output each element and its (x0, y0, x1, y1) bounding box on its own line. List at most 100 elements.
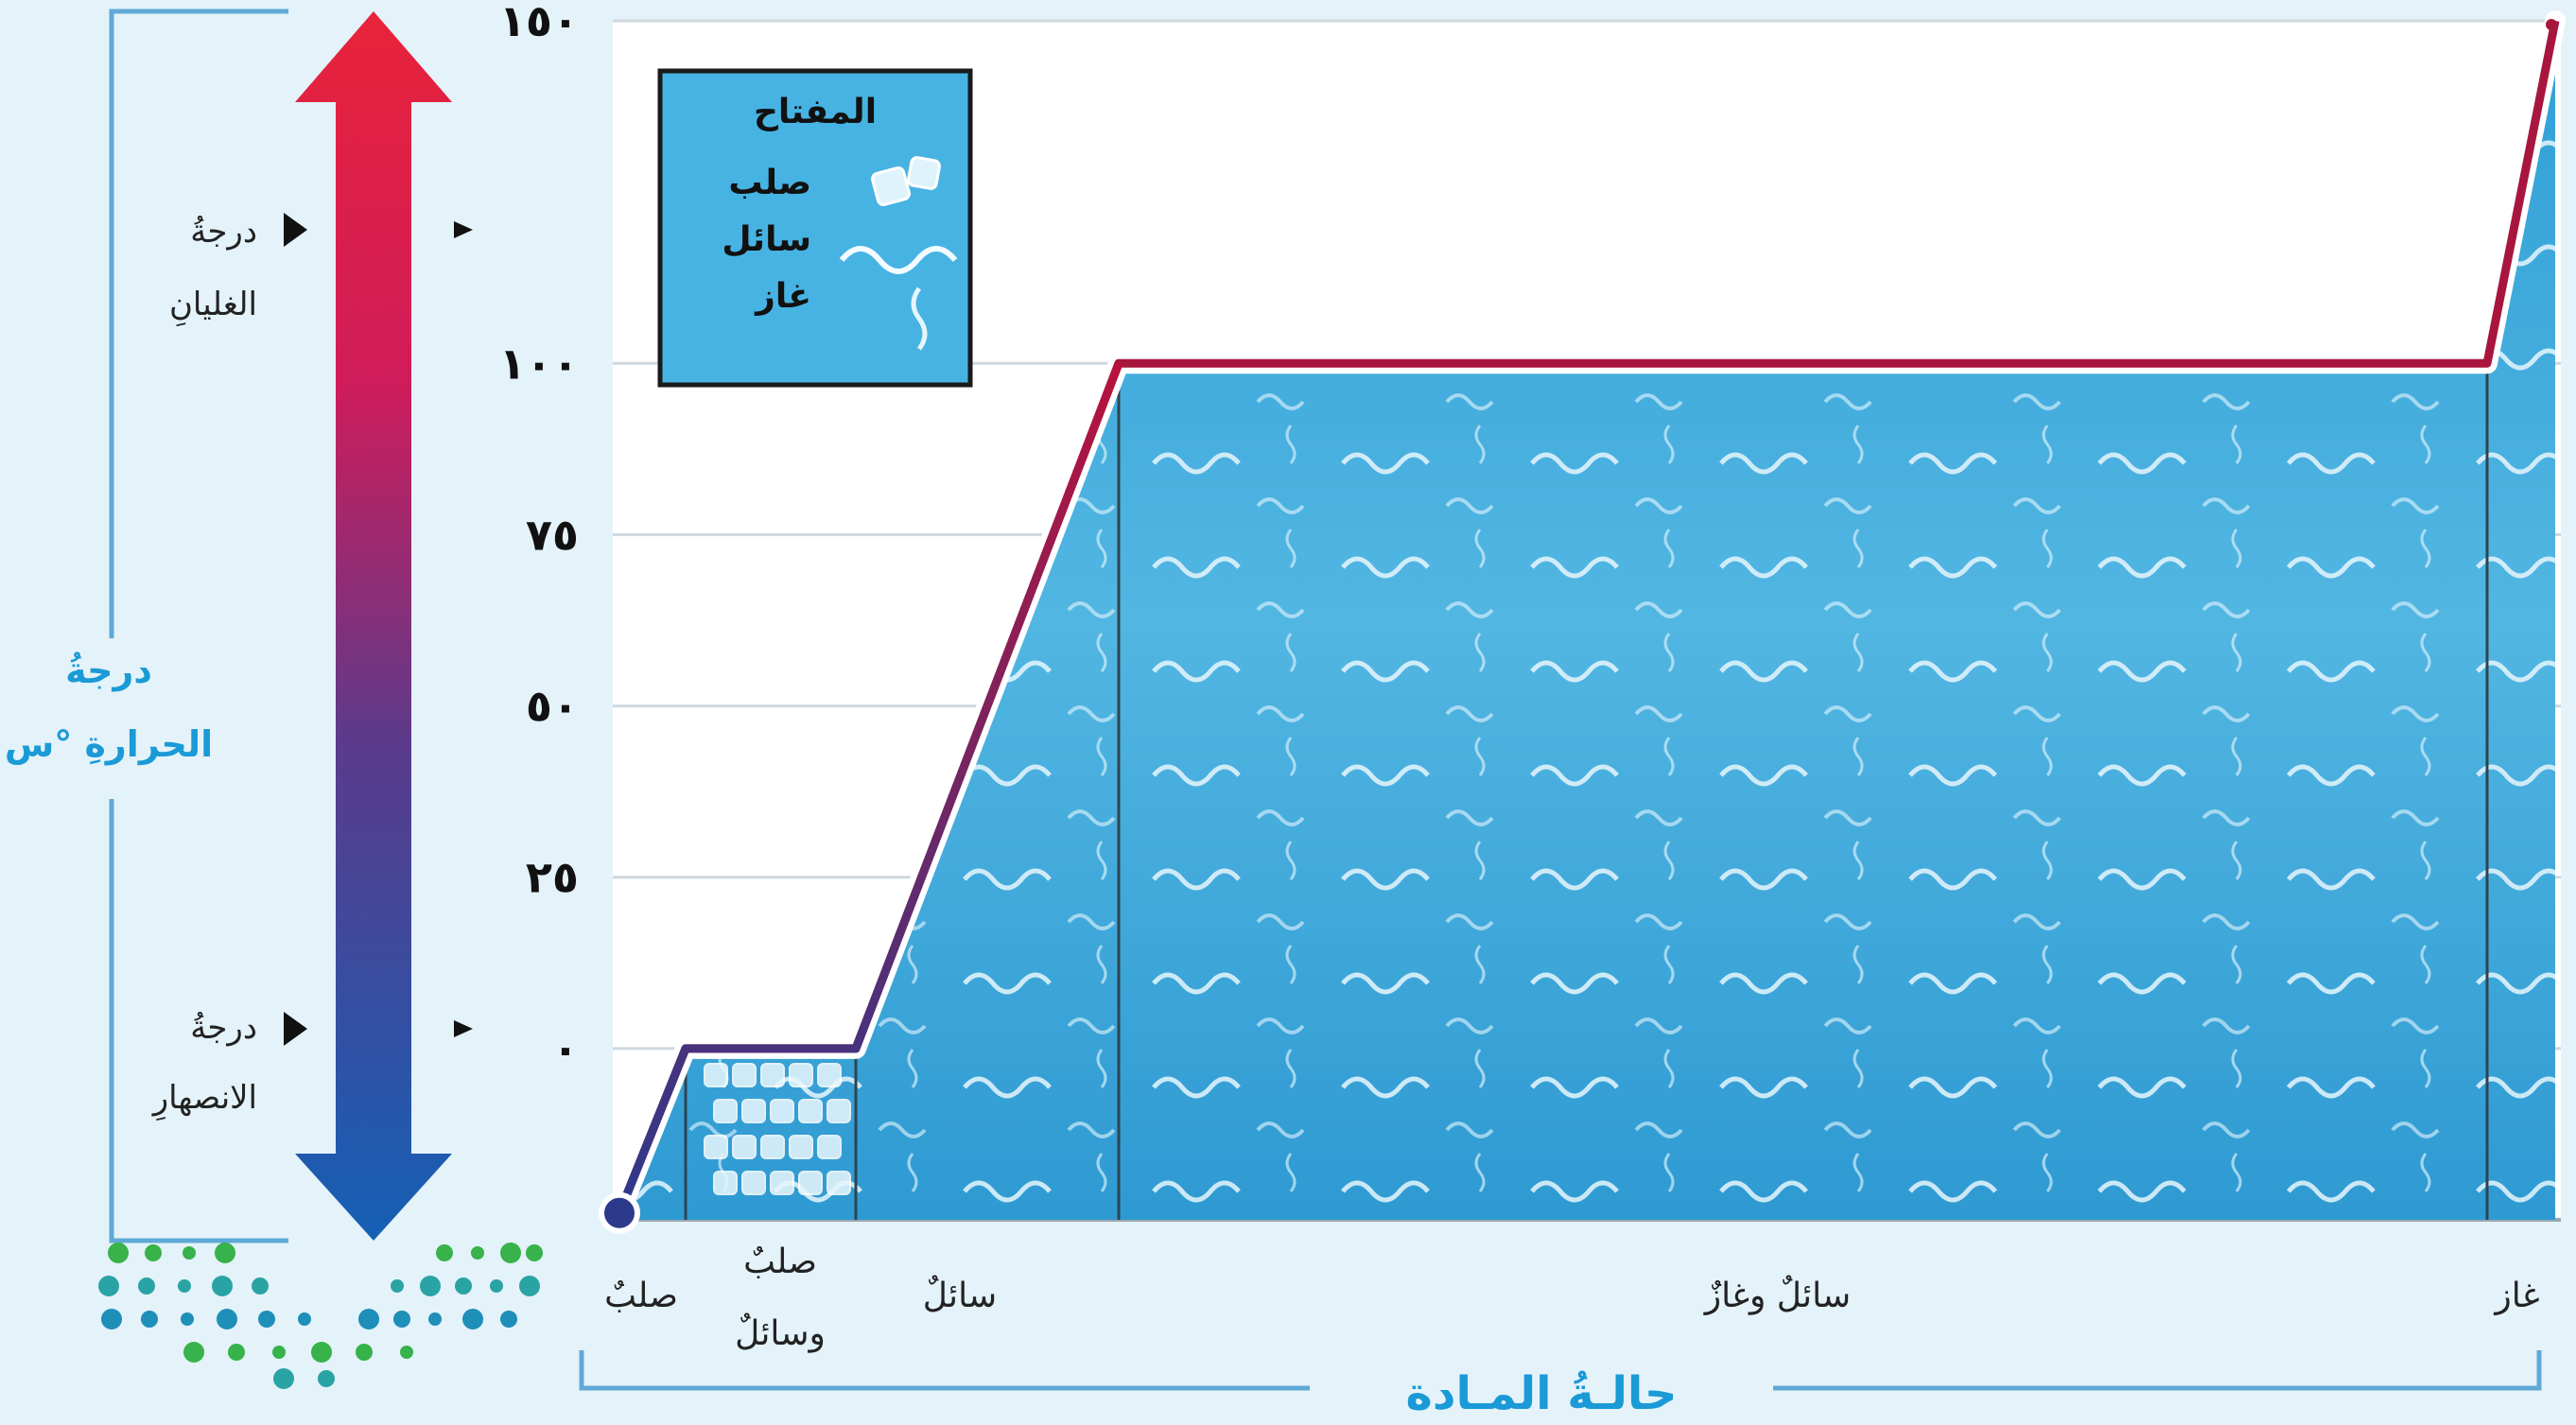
x-bracket-right (579, 1350, 1310, 1391)
emblem-dot (500, 1243, 521, 1263)
phase-label: سائلٌ (923, 1276, 997, 1315)
boiling-marker: درجةُ الغليانِ (169, 213, 473, 326)
temperature-series-line-lower (615, 361, 1123, 1215)
emblem-dot (138, 1277, 155, 1295)
boiling-label-line2: الغليانِ (169, 286, 257, 326)
ice-cube (798, 1099, 823, 1123)
emblem-dot (141, 1311, 158, 1328)
emblem-dot (258, 1311, 275, 1328)
ice-cube (732, 1063, 757, 1087)
emblem-dot (273, 1368, 294, 1389)
emblem-dot (272, 1346, 286, 1359)
melting-label-line1: درجةُ (190, 1009, 257, 1047)
boiling-label-line1: درجةُ (190, 213, 257, 251)
emblem-dot (252, 1277, 269, 1295)
emblem-dot (490, 1279, 503, 1293)
ice-cube (713, 1099, 738, 1123)
ice-cube (760, 1063, 785, 1087)
y-tick-label: ١٥٠ (499, 0, 579, 46)
emblem-dot (217, 1309, 237, 1329)
emblem-dot (393, 1311, 410, 1328)
emblem-dot (391, 1279, 404, 1293)
y-axis-label-bg (0, 638, 218, 799)
legend-item-solid: صلب (728, 164, 811, 202)
emblem-dot (178, 1279, 191, 1293)
ice-cube (732, 1135, 757, 1159)
emblem-dot (358, 1309, 379, 1329)
legend-item-liquid: سائل (722, 220, 811, 259)
y-tick-label: ٧٥ (526, 509, 579, 560)
phase-label: غاز (2493, 1277, 2539, 1315)
ice-cube (741, 1099, 766, 1123)
emblem-dot (298, 1312, 311, 1326)
ice-cube (817, 1063, 842, 1087)
ice-cube (713, 1171, 738, 1195)
phase-label: سائلٌ وغازٌ (1703, 1276, 1851, 1315)
emblem-dot (428, 1312, 442, 1326)
start-point (599, 1191, 640, 1234)
steam-icon (911, 287, 928, 351)
emblem-dots (98, 1243, 543, 1389)
phase-labels: صلبٌ صلبٌ وسائلٌ سائلٌ سائلٌ وغازٌ غاز (604, 1243, 2540, 1353)
emblem-dot (98, 1276, 119, 1296)
emblem-dot (436, 1244, 453, 1261)
legend-item-gas: غاز (754, 277, 811, 316)
y-axis-label-line1: درجةُ (65, 650, 152, 691)
melting-label-line2: الانصهارِ (151, 1079, 257, 1121)
y-tick-label: ٥٠ (526, 681, 579, 732)
emblem-dot (500, 1311, 517, 1328)
end-point (2546, 19, 2557, 30)
emblem-dot (400, 1346, 413, 1359)
ice-cube (817, 1135, 842, 1159)
ice-cube (770, 1099, 794, 1123)
y-tick-labels: ٠ ٢٥ ٥٠ ٧٥ ١٠٠ ١٥٠ (499, 0, 579, 1074)
x-bracket-left (1773, 1350, 2542, 1391)
y-tick-label: ٢٥ (526, 852, 579, 903)
emblem-dot (183, 1246, 196, 1260)
emblem-dot (318, 1370, 335, 1387)
ice-cube-icon (871, 156, 941, 206)
emblem-dot (215, 1243, 235, 1263)
phase-label-line2: وسائلٌ (735, 1313, 826, 1353)
emblem-dot (101, 1309, 122, 1329)
emblem-dot (356, 1344, 373, 1361)
emblem-dot (212, 1276, 233, 1296)
ice-cube (770, 1171, 794, 1195)
ice-cube (789, 1063, 813, 1087)
wave-icon (839, 246, 958, 274)
legend: المفتاح صلب سائل غاز (657, 68, 973, 388)
x-axis-title: حالـةُ المـادة (1406, 1367, 1678, 1420)
phase-label: صلبٌ (743, 1243, 817, 1281)
ice-cube (798, 1171, 823, 1195)
emblem-dot (519, 1276, 540, 1296)
y-axis-label-line2: الحرارةِ °س (5, 723, 213, 765)
area-texture (619, 21, 2555, 1220)
emblem-dot (181, 1312, 194, 1326)
emblem-dot (471, 1246, 484, 1260)
ice-cube (704, 1063, 728, 1087)
emblem-dot (183, 1342, 204, 1363)
ice-cube (704, 1135, 728, 1159)
y-tick-label: ١٠٠ (499, 338, 579, 389)
emblem-dot (311, 1342, 332, 1363)
temperature-line (599, 10, 2566, 1234)
melting-marker: درجةُ الانصهارِ (151, 1009, 473, 1121)
ice-cube (760, 1135, 785, 1159)
emblem-dot (145, 1244, 162, 1261)
phase-fills (619, 21, 2555, 1220)
emblem-dot (455, 1277, 472, 1295)
ice-cube (827, 1099, 851, 1123)
phase-label: صلبٌ (604, 1277, 678, 1315)
ice-cube (789, 1135, 813, 1159)
ice-cube (741, 1171, 766, 1195)
emblem-dot (526, 1244, 543, 1261)
phase-dividers (684, 371, 2489, 1220)
emblem-dot (108, 1243, 129, 1263)
legend-title: المفتاح (754, 93, 877, 131)
ice-cube (827, 1171, 851, 1195)
emblem-dot (420, 1276, 441, 1296)
emblem-dot (228, 1344, 245, 1361)
emblem-dot (462, 1309, 483, 1329)
